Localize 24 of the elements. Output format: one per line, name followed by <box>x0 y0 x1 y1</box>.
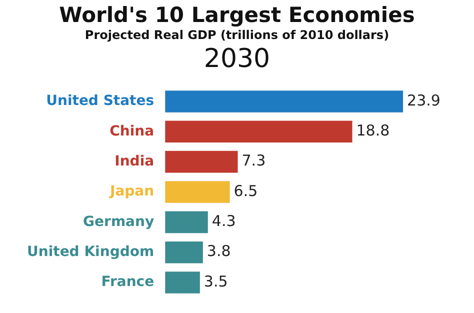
data-label: 18.8 <box>356 122 390 140</box>
bar <box>165 150 238 173</box>
chart-title: World's 10 Largest Economies <box>58 2 416 28</box>
text: 2030 <box>202 43 272 75</box>
y-tick-label: Japan <box>108 184 154 200</box>
bar <box>165 181 230 203</box>
bar <box>165 241 203 264</box>
y-tick-label: Germany <box>83 214 154 230</box>
y-tick-label: France <box>101 274 154 290</box>
y-tick-label: China <box>110 123 154 140</box>
data-label: 23.9 <box>407 91 440 110</box>
y-tick-label: India <box>114 153 154 170</box>
data-label: 6.5 <box>234 182 258 200</box>
data-label: 3.8 <box>206 242 231 260</box>
chart-subtitle: Projected Real GDP (trillions of 2010 dollars) <box>84 28 390 43</box>
data-label: 4.3 <box>212 212 236 230</box>
bar <box>165 272 200 294</box>
bar <box>165 90 404 112</box>
data-label: 3.5 <box>204 272 228 290</box>
y-tick-label: United Kingdom <box>26 244 154 260</box>
bar <box>165 120 352 143</box>
bar <box>165 211 208 234</box>
data-label: 7.3 <box>242 152 266 170</box>
y-tick-label: United States <box>46 93 154 110</box>
